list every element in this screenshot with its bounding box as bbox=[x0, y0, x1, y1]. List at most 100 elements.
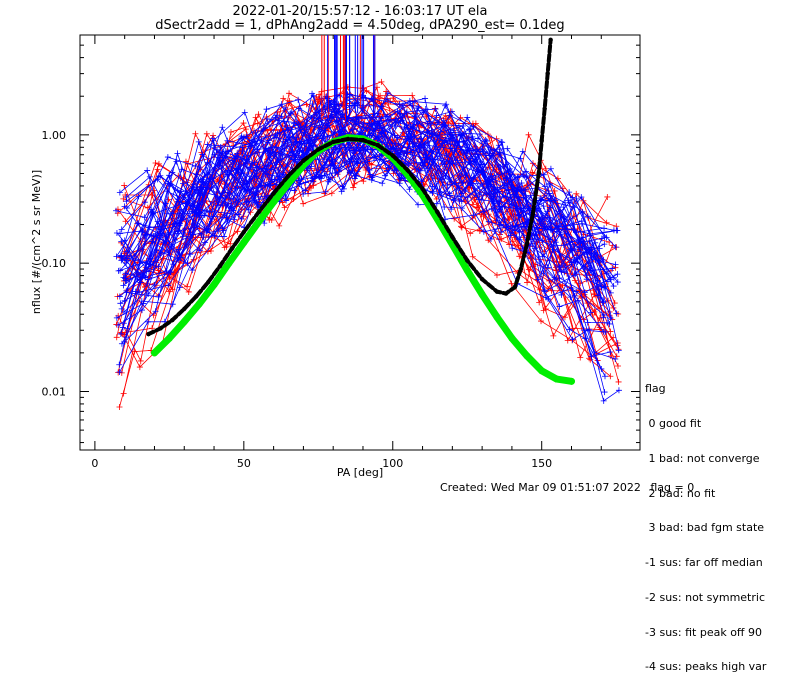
trace-marker bbox=[377, 92, 384, 99]
trace-marker bbox=[115, 369, 122, 376]
trace-marker bbox=[152, 160, 159, 167]
trace-marker bbox=[117, 230, 124, 237]
trace-marker bbox=[480, 228, 487, 235]
trace-marker bbox=[493, 272, 500, 279]
trace-marker bbox=[560, 204, 567, 211]
series-point-black bbox=[229, 246, 235, 251]
trace-marker bbox=[171, 236, 178, 243]
trace-marker bbox=[154, 218, 161, 225]
trace-marker bbox=[415, 201, 422, 208]
trace-marker bbox=[245, 206, 252, 213]
series-point-black bbox=[193, 294, 199, 299]
trace-marker bbox=[611, 300, 618, 307]
trace-marker bbox=[199, 176, 206, 183]
trace-marker bbox=[137, 279, 144, 286]
trace-marker bbox=[483, 191, 490, 198]
trace-marker bbox=[591, 291, 598, 298]
trace-marker bbox=[588, 353, 595, 360]
series-point-black bbox=[330, 139, 336, 145]
trace-marker bbox=[442, 102, 449, 109]
trace-marker bbox=[120, 274, 127, 281]
trace-marker bbox=[574, 259, 581, 266]
trace-marker bbox=[174, 150, 181, 157]
series-point-black bbox=[435, 209, 440, 215]
trace-marker bbox=[264, 115, 271, 122]
trace-marker bbox=[146, 173, 153, 180]
trace-marker bbox=[206, 209, 213, 216]
trace-marker bbox=[309, 101, 316, 108]
trace-marker bbox=[199, 151, 206, 158]
trace-marker bbox=[123, 289, 130, 296]
trace-marker bbox=[427, 147, 434, 154]
trace-marker bbox=[227, 240, 234, 247]
trace-marker bbox=[601, 233, 608, 240]
trace-marker bbox=[204, 227, 211, 234]
trace-marker bbox=[196, 164, 203, 171]
trace-marker bbox=[587, 232, 594, 239]
trace-marker bbox=[379, 180, 386, 187]
trace-marker bbox=[366, 171, 373, 178]
trace-marker bbox=[211, 232, 218, 239]
trace-marker bbox=[612, 355, 619, 362]
trace-marker bbox=[364, 158, 371, 165]
trace-marker bbox=[178, 166, 185, 173]
trace-marker bbox=[241, 109, 248, 116]
trace-marker bbox=[198, 232, 205, 239]
trace-marker bbox=[135, 220, 142, 227]
trace-marker bbox=[560, 242, 567, 249]
trace-marker bbox=[436, 137, 443, 144]
trace-marker bbox=[578, 194, 585, 201]
fit-series bbox=[146, 37, 575, 385]
trace-marker bbox=[121, 338, 128, 345]
trace-marker bbox=[338, 188, 345, 195]
series-point-green bbox=[270, 198, 278, 206]
trace-marker bbox=[534, 276, 541, 283]
series-point-black bbox=[539, 138, 544, 143]
trace-marker bbox=[118, 238, 125, 245]
trace-marker bbox=[522, 188, 529, 195]
trace-marker bbox=[509, 223, 516, 230]
trace-marker bbox=[224, 216, 231, 223]
trace-marker bbox=[601, 225, 608, 232]
trace-marker bbox=[476, 227, 483, 234]
trace-marker bbox=[311, 123, 318, 130]
trace-marker bbox=[196, 247, 203, 254]
trace-marker bbox=[266, 216, 273, 223]
trace-marker bbox=[395, 151, 402, 158]
trace-marker bbox=[232, 185, 239, 192]
trace-marker bbox=[339, 183, 346, 190]
trace-marker bbox=[348, 170, 355, 177]
trace-marker bbox=[537, 195, 544, 202]
trace-marker bbox=[527, 192, 534, 199]
trace-marker bbox=[295, 177, 302, 184]
trace-marker bbox=[263, 106, 270, 113]
y-tick-label: 0.01 bbox=[42, 385, 67, 398]
footer: Created: Wed Mar 09 01:51:07 2022 flag =… bbox=[440, 481, 700, 494]
trace-marker bbox=[573, 288, 580, 295]
series-point-black bbox=[146, 331, 151, 337]
trace-marker bbox=[487, 146, 494, 153]
trace-marker bbox=[552, 239, 559, 246]
trace-marker bbox=[405, 132, 412, 139]
legend-item: 1 bad: not converge bbox=[645, 451, 760, 465]
trace-marker bbox=[447, 140, 454, 147]
trace-marker bbox=[440, 117, 447, 124]
trace-marker bbox=[422, 95, 429, 102]
trace-marker bbox=[328, 190, 335, 197]
series-line-black bbox=[146, 37, 553, 337]
trace-marker bbox=[558, 291, 565, 298]
series-point-black bbox=[256, 209, 261, 215]
trace-marker bbox=[251, 159, 258, 166]
trace-marker bbox=[515, 212, 522, 219]
series-point-green bbox=[567, 377, 575, 385]
trace-marker bbox=[601, 389, 608, 396]
trace-marker bbox=[286, 90, 293, 97]
trace-marker bbox=[300, 200, 307, 207]
trace-marker bbox=[613, 310, 620, 317]
trace-marker bbox=[513, 233, 520, 240]
trace-marker bbox=[578, 218, 585, 225]
trace-marker bbox=[516, 253, 523, 260]
trace-marker bbox=[498, 229, 505, 236]
trace-marker bbox=[142, 274, 149, 281]
trace-marker bbox=[113, 314, 120, 321]
